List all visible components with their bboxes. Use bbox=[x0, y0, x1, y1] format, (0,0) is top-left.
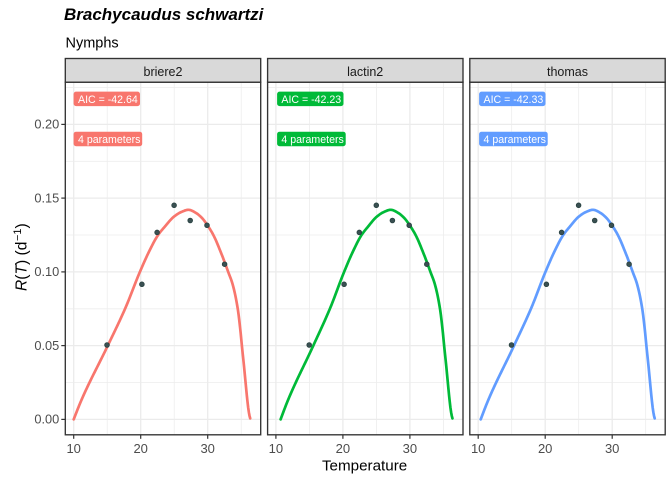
svg-text:20: 20 bbox=[133, 441, 147, 456]
svg-text:4 parameters: 4 parameters bbox=[78, 134, 140, 146]
svg-text:0.00: 0.00 bbox=[34, 412, 59, 427]
svg-text:0.10: 0.10 bbox=[34, 264, 59, 279]
svg-text:10: 10 bbox=[269, 441, 283, 456]
svg-text:0.05: 0.05 bbox=[34, 338, 59, 353]
svg-text:0.20: 0.20 bbox=[34, 117, 59, 132]
svg-text:AIC = -42.23: AIC = -42.23 bbox=[281, 94, 341, 106]
svg-text:10: 10 bbox=[66, 441, 80, 456]
svg-text:briere2: briere2 bbox=[144, 65, 183, 79]
svg-text:30: 30 bbox=[605, 441, 619, 456]
svg-text:AIC = -42.64: AIC = -42.64 bbox=[78, 94, 138, 106]
svg-text:4 parameters: 4 parameters bbox=[281, 134, 343, 146]
svg-text:10: 10 bbox=[471, 441, 485, 456]
svg-text:30: 30 bbox=[200, 441, 214, 456]
svg-text:Temperature: Temperature bbox=[322, 457, 407, 474]
svg-text:20: 20 bbox=[336, 441, 350, 456]
svg-text:20: 20 bbox=[538, 441, 552, 456]
svg-text:thomas: thomas bbox=[547, 65, 588, 79]
svg-text:AIC = -42.33: AIC = -42.33 bbox=[484, 94, 544, 106]
svg-text:Nymphs: Nymphs bbox=[66, 35, 119, 51]
svg-text:R(T) (d: R(T) (d bbox=[14, 242, 31, 291]
svg-text:): ) bbox=[14, 223, 31, 228]
svg-text:−1: −1 bbox=[12, 229, 24, 241]
svg-text:Brachycaudus schwartzi: Brachycaudus schwartzi bbox=[64, 5, 265, 24]
svg-text:0.15: 0.15 bbox=[34, 190, 59, 205]
svg-text:lactin2: lactin2 bbox=[347, 65, 383, 79]
svg-text:4 parameters: 4 parameters bbox=[484, 134, 546, 146]
svg-text:30: 30 bbox=[403, 441, 417, 456]
